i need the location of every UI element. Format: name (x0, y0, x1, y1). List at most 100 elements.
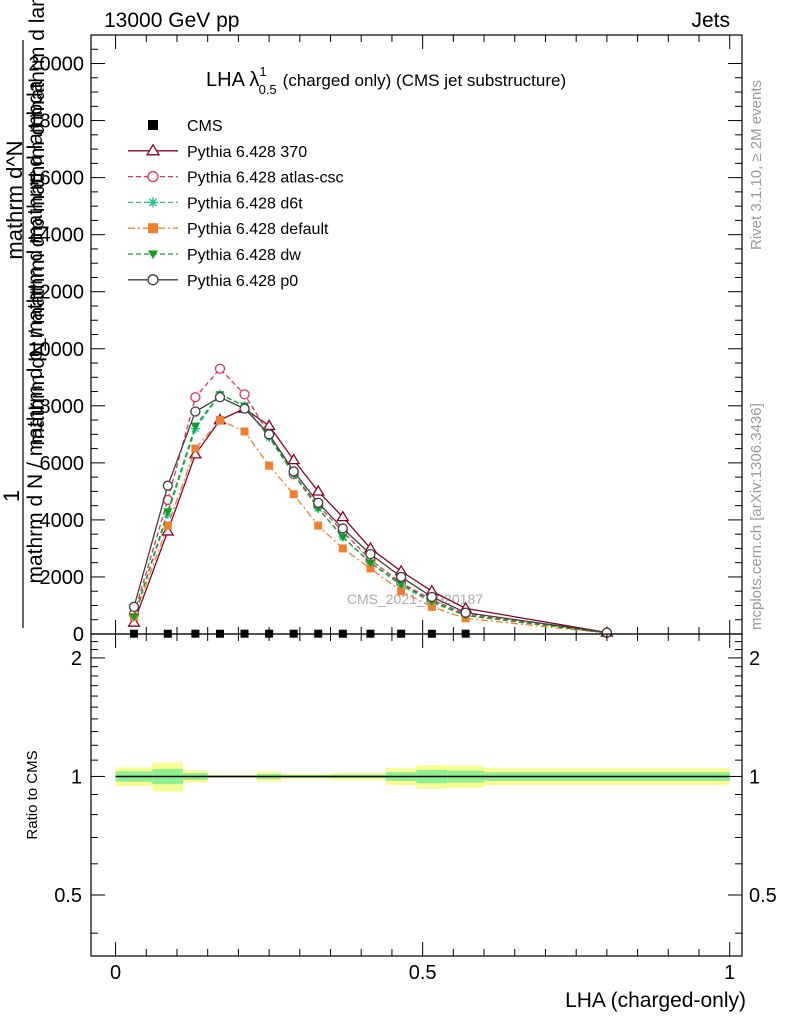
series-point (365, 559, 375, 568)
legend-marker (148, 250, 158, 259)
series-point (365, 548, 376, 560)
rivet-label: Rivet 3.1.10, ≥ 2M events (748, 80, 765, 250)
series-point (338, 544, 347, 553)
series-point (214, 363, 226, 374)
legend-label: Pythia 6.428 d6t (187, 195, 303, 212)
legend-marker (147, 170, 159, 183)
series-point (190, 406, 201, 417)
series-point (214, 392, 226, 403)
main-y-tick-label: 12000 (28, 282, 84, 304)
main-y-tick-label: 6000 (40, 453, 85, 475)
series-point (191, 444, 200, 453)
series-line (133, 393, 607, 634)
legend-marker (148, 197, 158, 208)
series-point (190, 392, 201, 403)
main-y-label: 1 mathrm d^N mathrm dN / mathrm d p math… (0, 0, 49, 628)
series-point (163, 521, 172, 530)
series-point (128, 601, 140, 613)
legend-item: Pythia 6.428 370 (128, 143, 307, 161)
main-y-tick-label: 20000 (28, 54, 84, 76)
series-point (427, 602, 436, 611)
series-point (460, 607, 471, 618)
legend-marker (145, 143, 161, 156)
y-label-bottom: mathrm d N / mathrm d p_mathrm d mathrm … (24, 80, 47, 583)
legend-item: CMS (148, 118, 223, 135)
plot-title: LHA λ1 0.5 (charged only) (CMS jet substru… (206, 64, 566, 97)
ratio-panel: 0.5 0.5 1 1 2 2 0 0.5 1 Ratio to CMS LHA (charg… (24, 633, 777, 1012)
legend-item: Pythia 6.428 atlas-csc (128, 170, 344, 187)
plot-title-main: LHA λ (206, 69, 259, 91)
x-axis-label: LHA (charged-only) (565, 989, 746, 1012)
legend-label: Pythia 6.428 p0 (187, 273, 298, 290)
legend: CMS Pythia 6.428 370 Pythia 6.428 atlas-cs… (128, 118, 344, 290)
series-point (311, 484, 325, 496)
ratio-y-tick-label: 2 (71, 648, 82, 670)
main-x-axis (115, 35, 731, 634)
series-point (397, 587, 406, 596)
main-y-tick-label: 18000 (28, 111, 84, 133)
series-point (366, 564, 375, 573)
series-line (133, 367, 607, 634)
series-point (338, 533, 348, 542)
series-point (287, 453, 301, 465)
series-line (133, 393, 607, 634)
series-6 (128, 392, 613, 638)
y-label-overlap: mathrm dN / mathrm d p mathrm d mathrm d… (26, 0, 49, 446)
ratio-y-tick-label-right: 0.5 (749, 885, 777, 907)
main-panel: 0 2000 4000 6000 8000 10000 12000 14000 16000 180… (0, 0, 743, 646)
main-y-tick-label: 14000 (28, 225, 84, 247)
ratio-y-axis: 0.5 0.5 1 1 2 2 (54, 641, 777, 934)
ratio-frame (90, 633, 743, 957)
series-point (336, 510, 350, 522)
series-point (396, 580, 406, 589)
series-point (162, 480, 173, 491)
legend-label: CMS (187, 118, 223, 135)
ratio-y-tick-label: 1 (71, 766, 82, 788)
series-point (263, 429, 275, 440)
series-point (127, 615, 141, 627)
series-point (239, 389, 250, 400)
series-point (190, 422, 200, 431)
main-y-axis: 0 2000 4000 6000 8000 10000 12000 14000 16000 180… (28, 48, 742, 646)
header-energy: 13000 GeV pp (104, 9, 239, 32)
series-point (239, 403, 250, 414)
legend-label: Pythia 6.428 370 (187, 144, 307, 161)
legend-label: Pythia 6.428 default (187, 221, 329, 238)
series-point (395, 571, 407, 583)
header-category: Jets (691, 9, 730, 32)
y-label-numerator: 1 (0, 490, 24, 502)
ratio-y-tick-label: 0.5 (54, 885, 82, 907)
x-tick-label: 0.5 (409, 962, 437, 984)
series-point (288, 466, 299, 477)
ratio-y-label: Ratio to CMS (24, 750, 41, 839)
x-tick-label: 0 (110, 962, 121, 984)
x-tick-label: 1 (724, 962, 735, 984)
legend-marker (148, 223, 158, 234)
mcplots-label: mcplots.cern.ch [arXiv:1306.3436] (748, 403, 765, 630)
main-y-tick-label: 4000 (40, 510, 85, 532)
series-point (129, 613, 139, 622)
series-point (426, 591, 438, 603)
series-point (215, 416, 224, 425)
ratio-y-tick-label-right: 1 (749, 766, 760, 788)
legend-item: Pythia 6.428 dw (128, 247, 301, 264)
legend-item: Pythia 6.428 d6t (128, 195, 303, 212)
plot-title-sub: 0.5 (259, 82, 277, 97)
series-point (314, 521, 323, 530)
main-y-tick-label: 0 (73, 624, 84, 646)
series-point (337, 523, 348, 534)
plot-title-rest: (charged only) (CMS jet substructure) (283, 71, 566, 90)
plot-title-sup: 1 (259, 64, 266, 79)
main-y-tick-label: 8000 (40, 396, 85, 418)
series-point (265, 461, 274, 470)
series-point (313, 497, 324, 508)
series-point (240, 427, 249, 436)
legend-item: Pythia 6.428 default (128, 221, 329, 238)
main-y-tick-label: 16000 (28, 168, 84, 190)
legend-label: Pythia 6.428 atlas-csc (187, 170, 344, 187)
legend-item: Pythia 6.428 p0 (128, 273, 298, 290)
series-point (161, 524, 175, 536)
main-y-tick-label: 2000 (40, 567, 85, 589)
ratio-y-tick-label-right: 2 (749, 648, 760, 670)
